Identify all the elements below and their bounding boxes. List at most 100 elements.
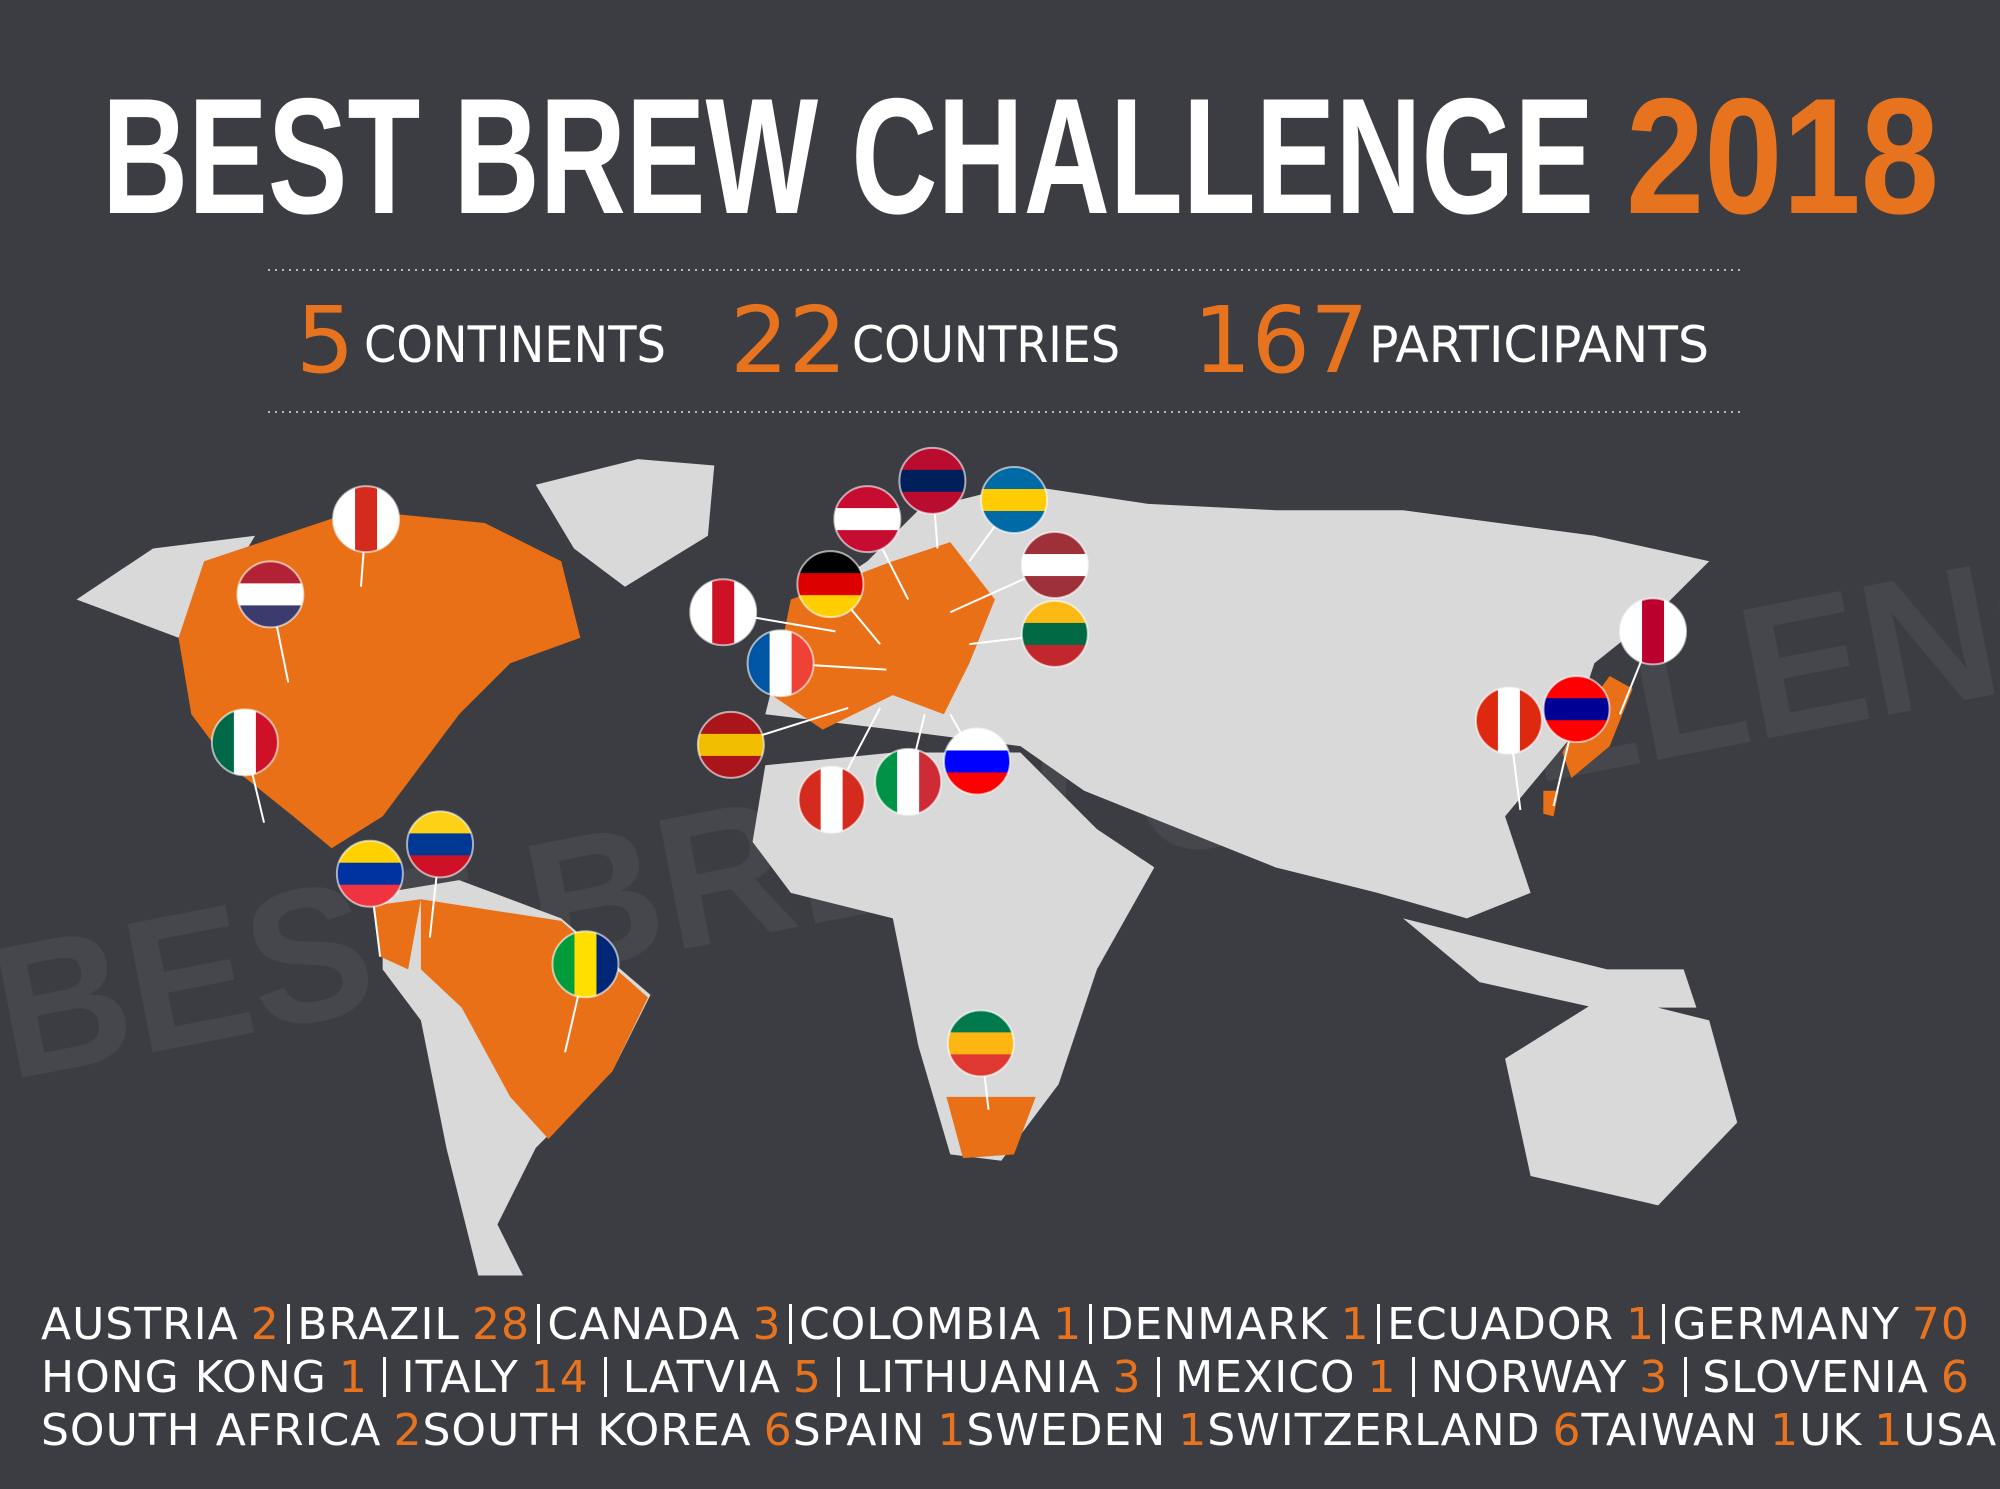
country-count: 1 (1626, 1298, 1656, 1350)
flag-stripe (1021, 532, 1088, 555)
flag-stripe (237, 583, 304, 606)
country-entry: HONG KONG 1 (41, 1352, 368, 1403)
country-count: 70 (1911, 1298, 1970, 1350)
flag (797, 551, 864, 618)
separator (383, 1357, 387, 1397)
flag-ring (797, 765, 866, 834)
flag-stripe (747, 630, 771, 697)
flag-stripe (237, 561, 304, 584)
separator (1411, 1357, 1415, 1397)
separator (287, 1304, 290, 1344)
country-entry: SWEDEN 1 (966, 1405, 1207, 1456)
flag (690, 579, 757, 646)
flag-stripe (899, 447, 966, 471)
flag-ring (1020, 599, 1089, 668)
country-count: 1 (937, 1404, 967, 1456)
flag-stripe (797, 595, 864, 618)
highlight (946, 1096, 1036, 1159)
country-name: COLOMBIA (798, 1298, 1042, 1350)
flag-stripe (798, 766, 822, 833)
stat-value: 5 (296, 287, 355, 394)
country-entry: USA10 (1903, 1405, 2000, 1456)
flag-stripe (1664, 598, 1687, 665)
landmass (1505, 994, 1738, 1206)
flag (237, 561, 304, 628)
flag-ring (210, 708, 279, 777)
country-name: LATVIA (622, 1351, 781, 1403)
flag-stripe (797, 573, 864, 596)
flag-ring (1020, 531, 1089, 600)
country-name: SWEDEN (966, 1404, 1167, 1456)
landmass (535, 459, 715, 587)
separator (537, 1304, 541, 1344)
flag-stripe (552, 931, 575, 998)
flag-stripe (1475, 687, 1499, 754)
flag-stripe (797, 551, 864, 574)
flag-stripe (1497, 687, 1521, 754)
country-count: 28 (471, 1298, 530, 1350)
stat-label: COUNTRIES (852, 316, 1120, 374)
country-count: 1 (1874, 1404, 1904, 1456)
flag-ring (943, 727, 1012, 796)
flag-stripe (842, 766, 865, 833)
country-entry: CANADA 3 (547, 1299, 781, 1350)
flag-stripe (981, 488, 1048, 512)
flag-stripe (981, 510, 1048, 533)
highlight (178, 510, 581, 849)
flag-stripe (981, 466, 1048, 490)
flag-stripe (336, 862, 403, 886)
country-entry: UK 1 (1799, 1405, 1903, 1456)
flag-stripe (1021, 600, 1088, 624)
flag-ring (335, 839, 404, 908)
separator (788, 1304, 792, 1344)
country-name: AUSTRIA (41, 1298, 239, 1350)
country-count: 1 (338, 1351, 368, 1403)
country-entry: COLOMBIA 1 (799, 1299, 1082, 1350)
country-entry: AUSTRIA 2 (41, 1299, 280, 1350)
country-count: 6 (763, 1404, 793, 1456)
flag-stripe (407, 855, 474, 878)
flag-ring (980, 465, 1049, 534)
flag (407, 811, 474, 878)
country-name: SPAIN (792, 1404, 926, 1456)
flag-stripe (355, 486, 378, 553)
country-row: AUSTRIA 2 BRAZIL 28 CANADA 3 COLOMBIA 1 DENMARK 1… (41, 1298, 1970, 1350)
stat-label: CONTINENTS (364, 316, 666, 374)
flag-ring (746, 629, 815, 698)
flag-ring (898, 446, 967, 515)
flag-ring (946, 1009, 1015, 1078)
country-name: ITALY (401, 1351, 519, 1403)
flag-stripe (697, 711, 764, 735)
country-count: 6 (1552, 1404, 1582, 1456)
flag-stripe (791, 630, 814, 697)
stats: 5 CONTINENTS 22 COUNTRIES 167 PARTICIPANTS (296, 287, 1709, 394)
country-entry: SOUTH AFRICA 2 (41, 1405, 423, 1456)
flag-stripe (919, 748, 942, 815)
flag-stripe (336, 840, 403, 864)
landmass (752, 752, 1155, 1161)
country-name: CANADA (547, 1298, 741, 1350)
flag-stripe (377, 486, 400, 553)
country-entry: SLOVENIA 6 (1702, 1352, 1970, 1403)
country-entry: DENMARK 1 (1100, 1299, 1370, 1350)
flag-stripe (944, 750, 1011, 773)
flag (333, 486, 400, 553)
country-name: HONG KONG (41, 1351, 327, 1403)
title: BEST BREW CHALLENGE (102, 64, 1594, 248)
flag-stripe (712, 579, 735, 646)
flag (336, 840, 403, 907)
flag (1021, 532, 1088, 599)
country-count: 3 (1639, 1351, 1669, 1403)
country-name: LITHUANIA (855, 1351, 1101, 1403)
landmass (1403, 918, 1697, 1008)
flag-stripe (947, 1054, 1014, 1077)
country-name: NORWAY (1430, 1351, 1628, 1403)
country-entry: ITALY 14 (402, 1352, 589, 1403)
flag-stripe (211, 709, 235, 776)
flag (798, 766, 865, 833)
flag (697, 711, 764, 778)
country-count: 1 (1053, 1298, 1083, 1350)
flag-ring (406, 810, 475, 879)
country-count: 1 (1178, 1404, 1208, 1456)
flag-ring (551, 930, 620, 999)
